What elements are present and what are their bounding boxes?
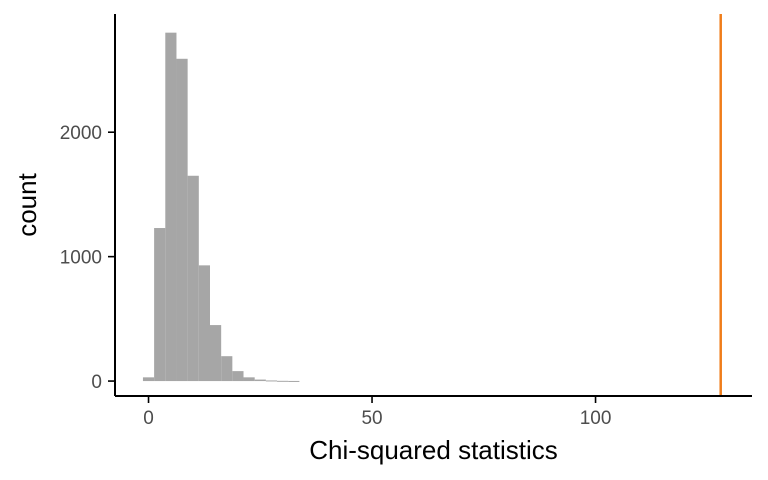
histogram-bar-4 <box>187 175 199 382</box>
histogram-bar-0 <box>142 377 155 382</box>
histogram-bar-10 <box>254 379 266 382</box>
histogram-bars <box>142 32 300 382</box>
x-tick-label: 0 <box>143 408 154 429</box>
y-axis-title: count <box>12 172 42 236</box>
y-tick-label: 0 <box>91 372 102 393</box>
histogram-bar-11 <box>265 380 278 382</box>
histogram-bar-12 <box>277 380 289 382</box>
histogram-bar-7 <box>221 356 233 382</box>
histogram-bar-3 <box>176 58 188 382</box>
y-tick-label: 1000 <box>60 248 102 269</box>
x-tick-label: 50 <box>361 408 382 429</box>
x-axis-title: Chi-squared statistics <box>309 435 558 465</box>
histogram-bar-6 <box>209 325 222 382</box>
histogram-bar-2 <box>165 32 177 382</box>
histogram-bar-8 <box>232 371 244 382</box>
x-axis-ticks: 0 50 100 <box>143 396 611 429</box>
y-axis-ticks: 0 1000 2000 <box>60 123 115 393</box>
histogram-bar-13 <box>288 380 300 382</box>
x-tick-label: 100 <box>580 408 612 429</box>
histogram-bar-1 <box>154 228 166 382</box>
histogram-bar-5 <box>198 265 210 382</box>
histogram-bar-9 <box>243 377 255 382</box>
y-tick-label: 2000 <box>60 123 102 144</box>
